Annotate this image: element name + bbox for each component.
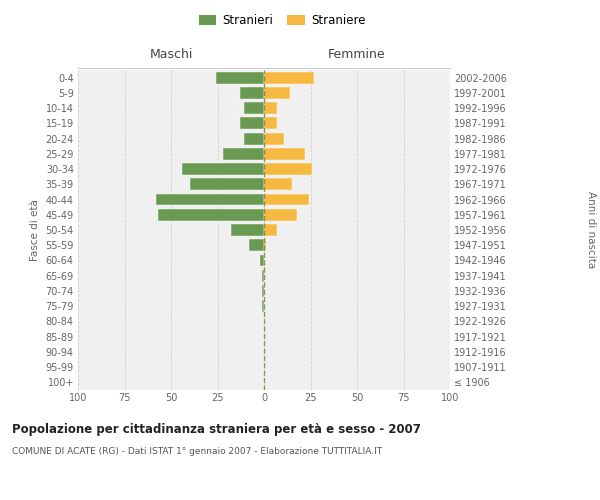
Bar [262,300,264,312]
Bar [156,194,264,205]
Bar [264,132,284,144]
Bar [264,178,292,190]
Text: COMUNE DI ACATE (RG) - Dati ISTAT 1° gennaio 2007 - Elaborazione TUTTITALIA.IT: COMUNE DI ACATE (RG) - Dati ISTAT 1° gen… [12,448,382,456]
Bar [262,270,264,281]
Bar [262,285,264,297]
Text: Maschi: Maschi [149,48,193,61]
Bar [264,163,313,175]
Bar [264,148,305,160]
Bar [230,224,264,236]
Bar [264,224,277,236]
Bar [244,132,264,144]
Bar [264,118,277,130]
Bar [182,163,264,175]
Y-axis label: Fasce di età: Fasce di età [30,199,40,261]
Bar [260,254,264,266]
Bar [249,240,264,251]
Legend: Stranieri, Straniere: Stranieri, Straniere [195,11,369,31]
Bar [264,209,298,220]
Bar [264,87,290,99]
Bar [223,148,264,160]
Bar [244,102,264,114]
Bar [264,72,314,84]
Text: Femmine: Femmine [328,48,386,61]
Text: Popolazione per cittadinanza straniera per età e sesso - 2007: Popolazione per cittadinanza straniera p… [12,422,421,436]
Bar [158,209,264,220]
Text: Anni di nascita: Anni di nascita [586,192,596,268]
Bar [240,118,264,130]
Bar [264,194,308,205]
Bar [264,240,266,251]
Bar [215,72,264,84]
Bar [240,87,264,99]
Bar [264,102,277,114]
Bar [190,178,264,190]
